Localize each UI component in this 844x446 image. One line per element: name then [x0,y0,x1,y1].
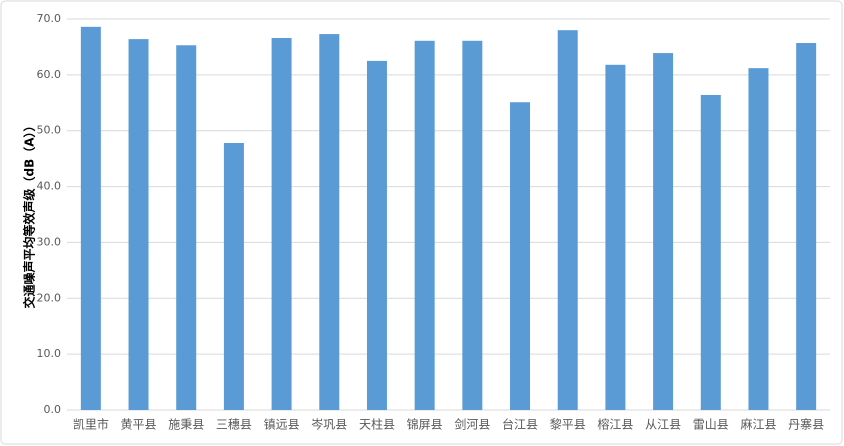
x-tick-label: 黎平县 [550,418,586,432]
x-tick-label: 岑巩县 [311,418,347,432]
x-tick-label: 从江县 [645,418,681,432]
y-tick-label: 0.0 [44,403,62,416]
x-tick-label: 台江县 [502,417,538,432]
x-tick-label: 剑河县 [454,417,490,432]
bar [271,37,292,411]
bar [319,34,340,411]
x-tick-label: 麻江县 [740,417,776,432]
x-tick-label: 黄平县 [121,418,157,432]
y-tick-label: 10.0 [37,347,62,360]
bar [700,94,721,411]
x-tick-label: 丹寨县 [788,417,824,432]
bar [748,68,769,410]
bar [605,64,626,410]
y-tick-label: 40.0 [37,180,62,193]
y-tick-label: 60.0 [37,68,62,81]
x-tick-label: 锦屏县 [407,418,443,432]
x-tick-label: 榕江县 [597,417,633,432]
bar [128,39,149,410]
y-tick-label: 70.0 [37,12,62,25]
x-tick-label: 雷山县 [693,418,729,432]
bar [510,102,531,410]
x-tick-label: 镇远县 [264,418,300,432]
y-axis-title: 交通噪声平均等效声级（dB（A）） [22,119,37,308]
bar [557,30,578,411]
bar [176,45,197,410]
y-tick-label: 20.0 [37,291,62,304]
bar [462,40,483,410]
y-tick-label: 50.0 [37,124,62,137]
x-tick-label: 凯里市 [73,417,109,432]
x-tick-label: 三穗县 [216,418,252,432]
bar [653,53,674,411]
bar [80,26,101,410]
bar [223,143,244,410]
bar [796,43,817,411]
y-tick-label: 30.0 [37,235,62,248]
bar [366,60,387,411]
x-tick-label: 天柱县 [359,417,395,432]
x-tick-label: 施秉县 [168,418,204,432]
bar [414,40,435,410]
